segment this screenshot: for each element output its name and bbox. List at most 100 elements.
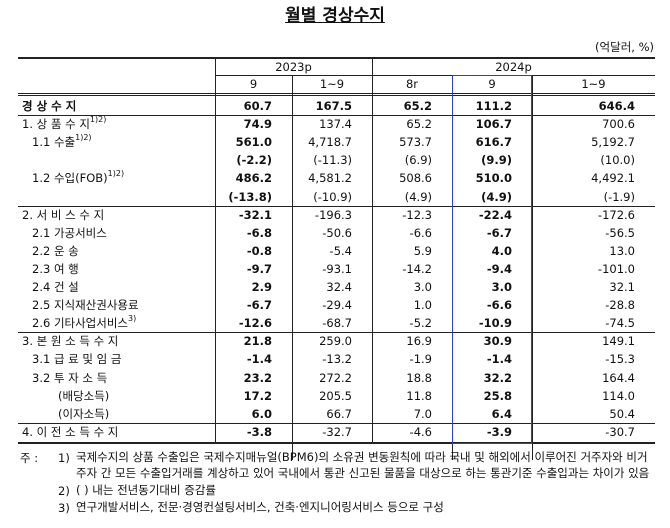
cell: 2.9	[251, 280, 272, 294]
cell: 30.9	[483, 334, 512, 349]
rule	[292, 75, 293, 460]
row-label: 1. 상 품 수 지1)2)	[22, 115, 107, 132]
note-marker: 1)	[58, 450, 70, 465]
row-label: 1.1 수출1)2)	[32, 133, 92, 150]
rule	[18, 115, 655, 117]
row-label: 2.1 가공서비스	[32, 225, 107, 240]
cell: 114.0	[602, 388, 635, 403]
row-label: 4. 이 전 소 득 수 지	[22, 424, 119, 439]
rule	[215, 57, 216, 442]
cell: 66.7	[326, 406, 352, 421]
row-label: (이자소득)	[58, 406, 110, 421]
rule	[18, 205, 655, 207]
cell: -5.2	[409, 316, 432, 331]
cell: 561.0	[235, 135, 272, 150]
rule	[18, 57, 655, 59]
cell: 5,192.7	[591, 135, 635, 150]
cell: -1.4	[246, 352, 272, 367]
cell: -3.9	[486, 424, 512, 439]
rule	[372, 57, 373, 442]
rule	[18, 441, 655, 444]
cell: -32.7	[322, 424, 352, 439]
row-label: 1.2 수입(FOB)1)2)	[32, 169, 125, 186]
cell: -28.8	[605, 298, 635, 313]
footnote-ref: 1)2)	[75, 133, 92, 143]
group-header: 2023p	[275, 60, 312, 74]
cell: -6.7	[486, 225, 512, 240]
row-label: (배당소득)	[58, 388, 110, 403]
cell: 17.2	[243, 388, 272, 403]
cell: -196.3	[314, 207, 352, 222]
cell: 616.7	[475, 135, 512, 150]
cell: -68.7	[322, 316, 352, 331]
note-marker: 2)	[58, 483, 70, 498]
cell: -172.6	[597, 207, 635, 222]
note-text: ( ) 내는 전년동기대비 증감률	[76, 482, 216, 497]
row-label: 2.3 여 행	[32, 261, 79, 276]
cell: 21.8	[243, 334, 272, 349]
note-text: 국제수지의 상품 수출입은 국제수지매뉴얼(BPM6)의 소유권 변동원칙에 따…	[76, 449, 650, 480]
cell: (-1.9)	[603, 189, 635, 204]
rule	[18, 93, 655, 94]
rule	[18, 95, 655, 96]
cell: 3.0	[413, 280, 432, 294]
rule	[215, 75, 372, 76]
cell: 13.0	[609, 243, 635, 258]
cell: -50.6	[322, 225, 352, 240]
cell: 4,718.7	[308, 135, 352, 150]
rule	[532, 75, 533, 460]
note-marker: 3)	[58, 500, 70, 515]
row-label: 2.2 운 송	[32, 243, 79, 258]
cell: 50.4	[609, 406, 635, 421]
cell: -3.8	[246, 424, 272, 439]
group-header: 2024p	[495, 60, 532, 74]
rule	[18, 422, 655, 424]
cell: 74.9	[243, 117, 272, 132]
column-header: 9	[249, 77, 258, 91]
cell: (-2.2)	[236, 153, 272, 168]
cell: 65.2	[406, 117, 432, 132]
cell: (-11.3)	[313, 153, 352, 168]
cell: -9.4	[486, 261, 512, 276]
column-header: 1~9	[319, 77, 345, 91]
row-label: 2.4 건 설	[32, 280, 79, 294]
row-label: 3.2 투 자 소 득	[32, 370, 108, 385]
cell: 65.2	[403, 99, 432, 113]
cell: 4,492.1	[591, 171, 635, 186]
cell: (9.9)	[481, 153, 512, 168]
cell: -93.1	[322, 261, 352, 276]
cell: 164.4	[602, 370, 635, 385]
cell: (4.9)	[404, 189, 432, 204]
cell: -6.8	[246, 225, 272, 240]
row-label: 2.6 기타사업서비스3)	[32, 314, 137, 331]
cell: 4,581.2	[308, 171, 352, 186]
cell: -56.5	[605, 225, 635, 240]
cell: -15.3	[605, 352, 635, 367]
cell: 32.4	[326, 280, 352, 294]
cell: 32.1	[609, 280, 635, 294]
cell: -1.4	[486, 352, 512, 367]
row-label: 2.5 지식재산권사용료	[32, 298, 139, 313]
cell: 23.2	[243, 370, 272, 385]
rule	[18, 332, 655, 334]
title: 월별 경상수지	[285, 6, 385, 26]
cell: (-10.9)	[313, 189, 352, 204]
row-label: 2. 서 비 스 수 지	[22, 207, 105, 222]
cell: (10.0)	[600, 153, 635, 168]
footnote-ref: 3)	[128, 314, 137, 324]
footnote-ref: 1)2)	[89, 115, 107, 125]
footnote-ref: 1)2)	[107, 169, 125, 179]
column-header: 1~9	[581, 77, 606, 91]
cell: 60.7	[243, 99, 272, 113]
cell: 646.4	[598, 99, 635, 113]
cell: (-13.8)	[228, 189, 272, 204]
cell: -29.4	[322, 298, 352, 313]
highlight-box	[452, 75, 532, 444]
notes-label: 주 :	[20, 450, 39, 465]
cell: 18.8	[406, 370, 432, 385]
cell: 11.8	[406, 388, 432, 403]
row-label: 3.1 급 료 및 임 금	[32, 352, 122, 367]
cell: 259.0	[319, 334, 352, 349]
cell: 508.6	[399, 171, 432, 186]
